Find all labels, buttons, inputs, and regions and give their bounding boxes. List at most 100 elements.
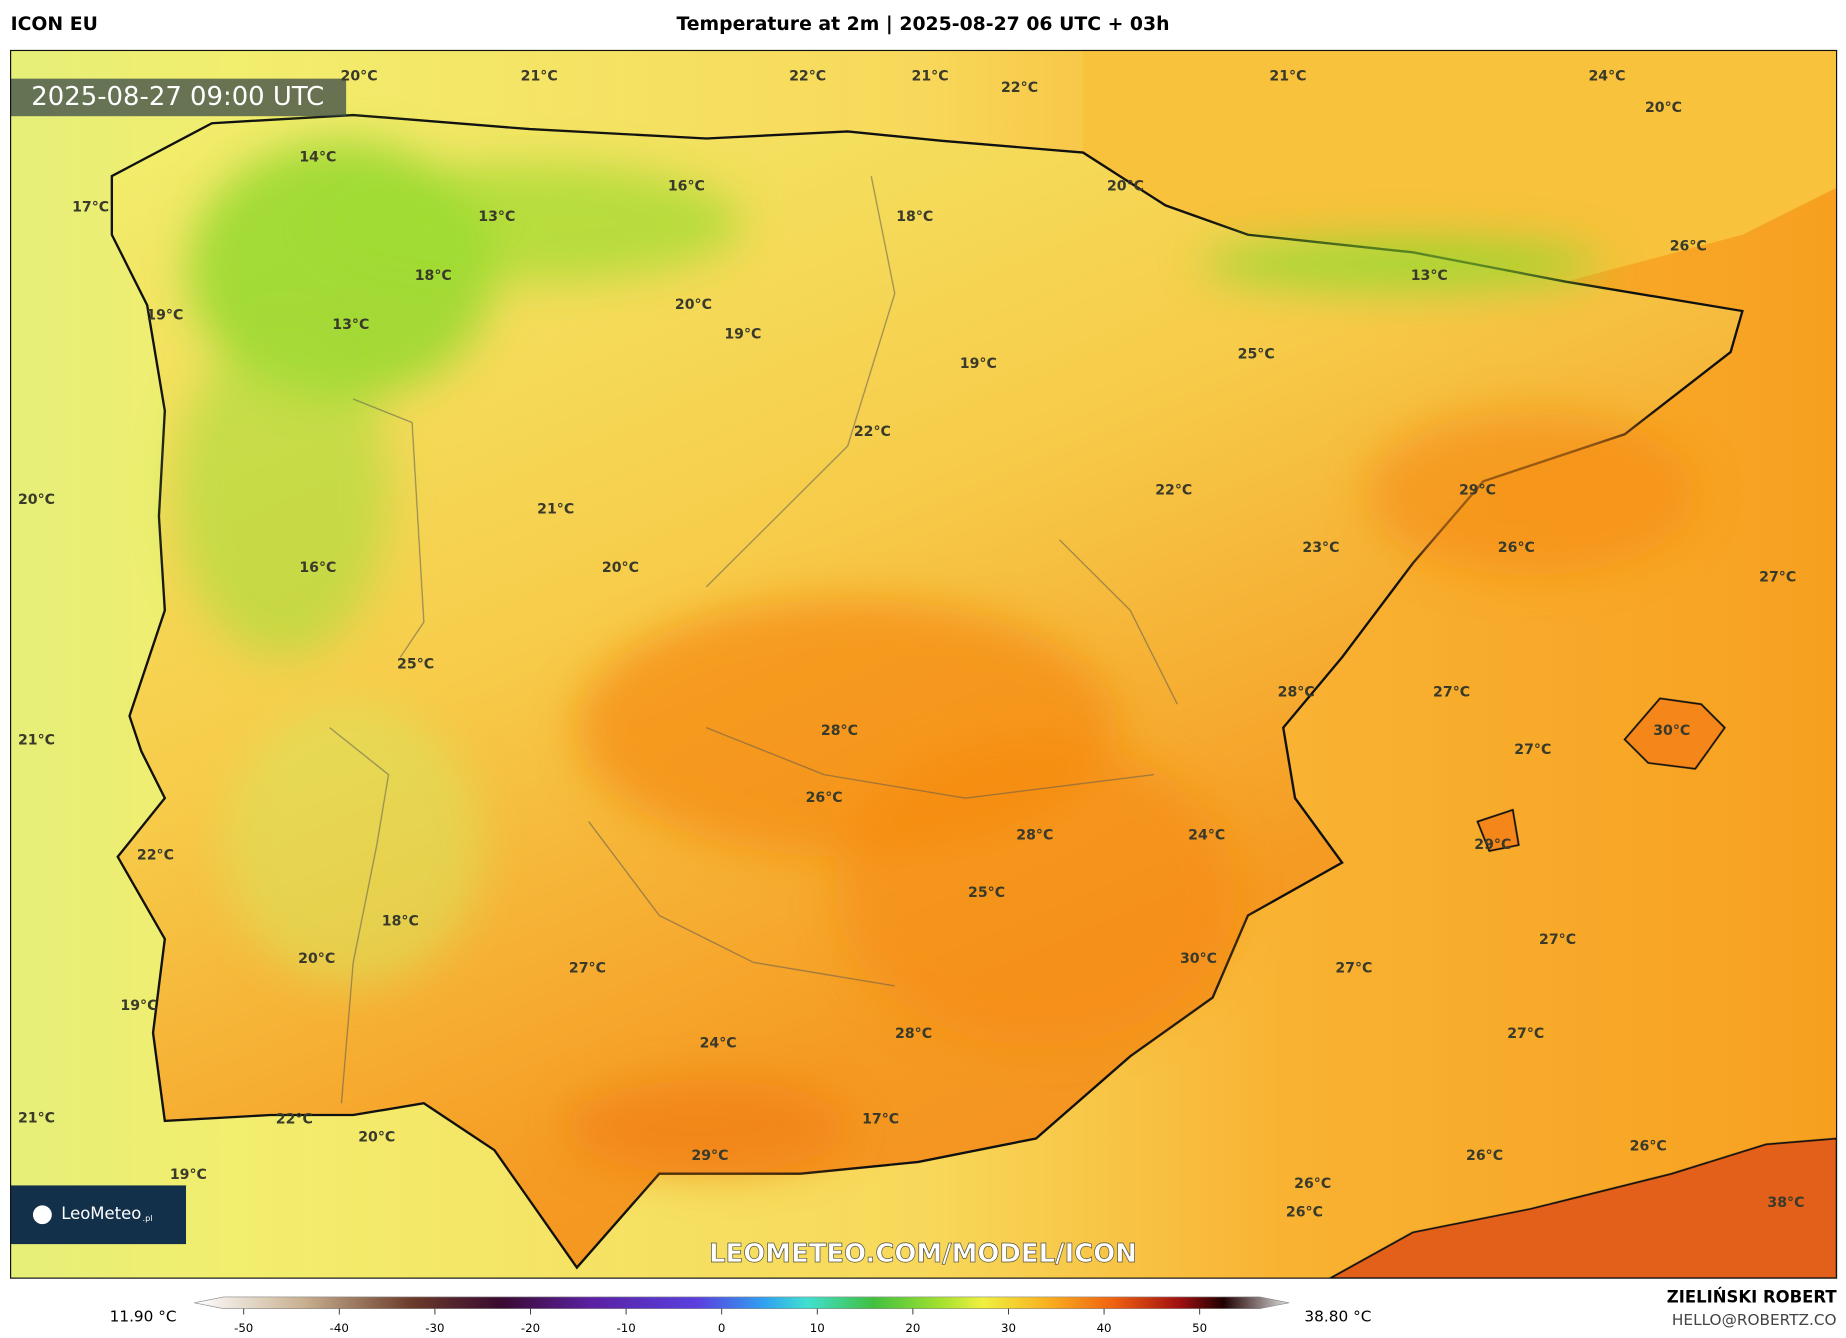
temperature-label: 18°C xyxy=(415,268,452,284)
colorbar-tick-label: -50 xyxy=(234,1321,253,1335)
temperature-label: 24°C xyxy=(1188,828,1225,844)
temperature-label: 29°C xyxy=(1474,837,1511,853)
temperature-label: 21°C xyxy=(18,1111,55,1127)
temperature-label: 29°C xyxy=(1459,483,1496,499)
temperature-label: 22°C xyxy=(854,424,891,440)
temperature-label: 22°C xyxy=(276,1112,313,1128)
temperature-label: 20°C xyxy=(1645,100,1682,116)
temperature-label: 27°C xyxy=(1539,932,1576,948)
map-frame xyxy=(10,49,1838,1279)
temperature-label: 27°C xyxy=(1759,569,1796,585)
temperature-label: 26°C xyxy=(1466,1148,1503,1164)
colorbar: -50 -40 -30 -20 -10 0 10 20 30 40 50 xyxy=(194,1296,1290,1335)
temperature-label: 38°C xyxy=(1767,1195,1804,1211)
temperature-label: 25°C xyxy=(397,656,434,672)
temperature-label: 21°C xyxy=(18,733,55,749)
temperature-label: 19°C xyxy=(170,1167,207,1183)
colorbar-tick-label: 20 xyxy=(905,1321,920,1335)
temperature-label: 26°C xyxy=(1630,1139,1667,1155)
temperature-label: 18°C xyxy=(382,913,419,929)
temperature-label: 20°C xyxy=(358,1129,395,1145)
logo-suffix: .pl xyxy=(142,1213,152,1223)
temperature-label: 27°C xyxy=(1433,684,1470,700)
temperature-label: 20°C xyxy=(675,297,712,313)
borders xyxy=(329,175,1178,1104)
temperature-label: 27°C xyxy=(569,960,606,976)
timestamp-box xyxy=(10,78,347,117)
temperature-label: 27°C xyxy=(1514,742,1551,758)
colorbar-tick-label: 10 xyxy=(810,1321,825,1335)
temperature-label: 20°C xyxy=(1107,179,1144,195)
temperature-label: 21°C xyxy=(912,68,949,84)
colorbar-tick-label: -10 xyxy=(616,1321,635,1335)
temperature-label: 26°C xyxy=(1286,1204,1323,1220)
temperature-label: 13°C xyxy=(332,317,369,333)
model-name: ICON EU xyxy=(11,14,98,35)
colorbar-tick-label: -20 xyxy=(521,1321,540,1335)
temperature-label: 19°C xyxy=(146,308,183,324)
temperature-label: 26°C xyxy=(1498,540,1535,556)
temperature-label: 25°C xyxy=(1238,346,1275,362)
colorbar-max: 38.80 °C xyxy=(1304,1307,1371,1325)
temperature-label: 30°C xyxy=(1653,723,1690,739)
temperature-label: 20°C xyxy=(341,68,378,84)
temperature-label: 30°C xyxy=(1180,951,1217,967)
logo-sun xyxy=(32,1205,52,1225)
temperature-label: 25°C xyxy=(968,885,1005,901)
temperature-label: 21°C xyxy=(537,501,574,517)
temperature-label: 22°C xyxy=(789,68,826,84)
colorbar-min: 11.90 °C xyxy=(110,1307,177,1325)
temperature-label: 18°C xyxy=(896,209,933,225)
colorbar-tick-label: 30 xyxy=(1001,1321,1016,1335)
temperature-label: 26°C xyxy=(1294,1176,1331,1192)
temperature-label: 28°C xyxy=(895,1026,932,1042)
temperature-label: 23°C xyxy=(1302,540,1339,556)
logo-name: LeoMeteo xyxy=(61,1204,141,1223)
colorbar-tick-label: 0 xyxy=(718,1321,725,1335)
author: ZIELIŃSKI ROBERT xyxy=(1667,1288,1838,1307)
temperature-label: 27°C xyxy=(1507,1026,1544,1042)
colorbar-tick-label: -30 xyxy=(425,1321,444,1335)
colorbar-bar xyxy=(194,1296,1290,1309)
temperature-label: 19°C xyxy=(120,998,157,1014)
temperature-label: 17°C xyxy=(862,1112,899,1128)
temperature-label: 13°C xyxy=(1411,268,1448,284)
france xyxy=(1083,50,1837,282)
temperature-label: 14°C xyxy=(299,149,336,165)
temperature-label: 17°C xyxy=(72,200,109,216)
temperature-label: 28°C xyxy=(1016,828,1053,844)
map: 2025-08-27 09:00 UTC 20°C 21°C 22°C 21°C 22°… xyxy=(10,50,1837,1279)
temperature-label: 22°C xyxy=(1001,80,1038,96)
temperature-label: 13°C xyxy=(478,209,515,225)
temperature-label: 28°C xyxy=(1278,684,1315,700)
temperature-label: 26°C xyxy=(1670,238,1707,254)
temperature-label: 20°C xyxy=(298,951,335,967)
temperature-field xyxy=(176,140,1696,1174)
temperature-label: 19°C xyxy=(724,327,761,343)
temperature-labels: 20°C 21°C 22°C 21°C 22°C 21°C 24°C 20°C 14°C 16°C… xyxy=(18,68,1805,1220)
temperature-label: 20°C xyxy=(602,560,639,576)
temperature-label: 16°C xyxy=(668,179,705,195)
temperature-label: 22°C xyxy=(1155,483,1192,499)
watermark: LEOMETEO.COM/MODEL/ICON xyxy=(709,1239,1137,1269)
colorbar-tick-label: 50 xyxy=(1192,1321,1207,1335)
temperature-label: 21°C xyxy=(521,68,558,84)
temperature-label: 28°C xyxy=(821,723,858,739)
temperature-label: 19°C xyxy=(960,356,997,372)
colorbar-tick-label: 40 xyxy=(1097,1321,1112,1335)
timestamp: 2025-08-27 09:00 UTC xyxy=(31,82,324,112)
temperature-label: 22°C xyxy=(137,848,174,864)
temperature-label: 24°C xyxy=(700,1035,737,1051)
temperature-label: 26°C xyxy=(806,790,843,806)
chart-title: Temperature at 2m | 2025-08-27 06 UTC + … xyxy=(676,14,1169,35)
africa xyxy=(1328,1137,1837,1279)
temperature-label: 24°C xyxy=(1588,68,1625,84)
temperature-label: 27°C xyxy=(1335,960,1372,976)
email: HELLO@ROBERTZ.CO xyxy=(1672,1311,1837,1329)
temperature-label: 20°C xyxy=(18,492,55,508)
islands xyxy=(1476,697,1726,852)
temperature-label: 16°C xyxy=(299,560,336,576)
temperature-label: 21°C xyxy=(1269,68,1306,84)
